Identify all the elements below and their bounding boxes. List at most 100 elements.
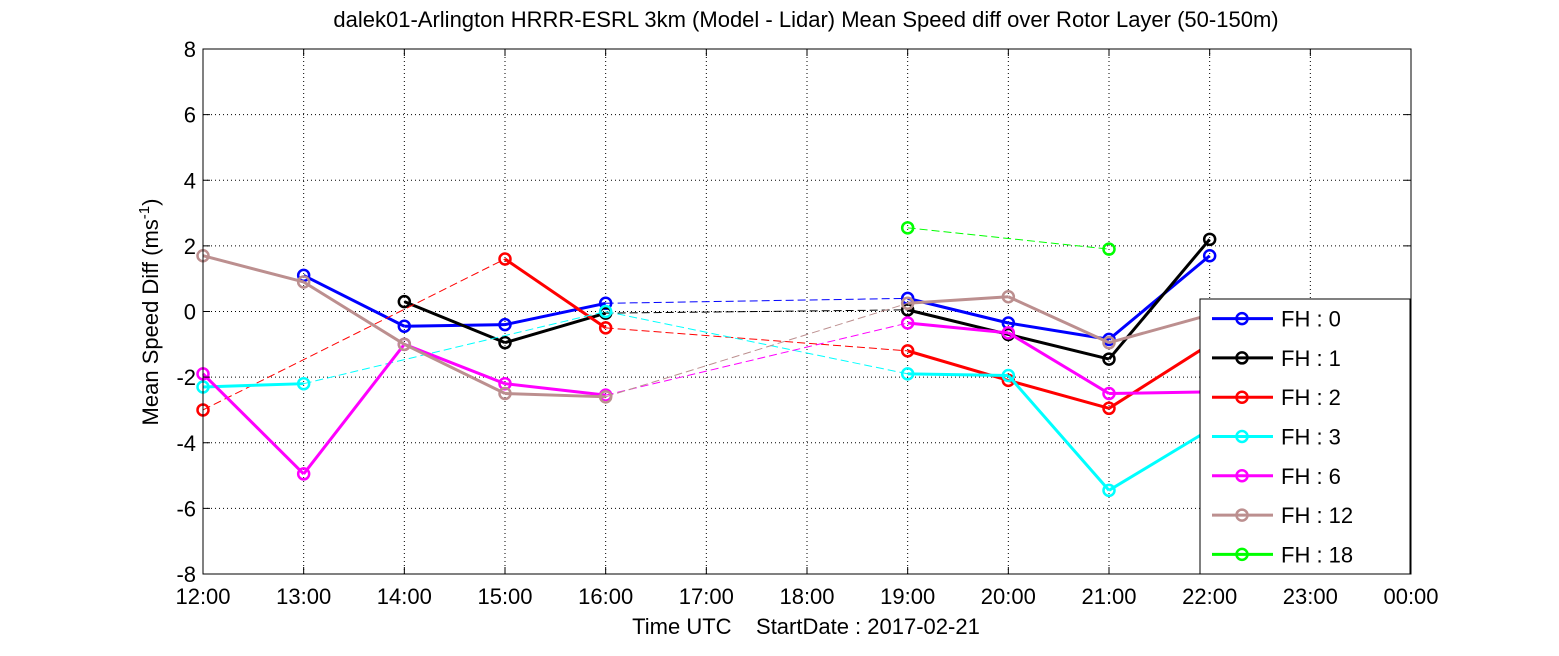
data-point <box>900 221 915 235</box>
y-tick-labels: -8 -6 -4 -2 0 2 4 6 8 <box>176 37 196 587</box>
x-axis-label: Time UTC StartDate : 2017-02-21 <box>632 614 980 639</box>
series-gap-segment <box>605 309 908 314</box>
data-point <box>397 337 412 352</box>
y-tick-label: 0 <box>184 300 196 325</box>
legend-item: FH : 12 <box>1212 503 1353 528</box>
series-segment <box>1108 428 1211 492</box>
x-tick-label: 16:00 <box>578 584 633 609</box>
series-gap-segment <box>605 311 908 375</box>
series-segment <box>907 372 1009 377</box>
data-point <box>1102 386 1116 401</box>
data-point <box>498 335 512 350</box>
series-segment <box>202 382 304 389</box>
x-tick-label: 13:00 <box>276 584 331 609</box>
data-point <box>1001 326 1016 340</box>
data-point <box>1202 232 1217 247</box>
x-tick-label: 23:00 <box>1283 584 1338 609</box>
series-3 <box>196 304 1217 498</box>
y-axis-label-end: ) <box>138 199 163 206</box>
series-segment <box>1007 333 1110 361</box>
data-point <box>598 321 613 335</box>
series-segment <box>302 343 406 475</box>
chart-title: dalek01-Arlington HRRR-ESRL 3km (Model -… <box>333 7 1278 32</box>
grid <box>203 49 1411 574</box>
legend-marker <box>1235 311 1249 326</box>
data-point <box>296 275 311 289</box>
series-segment <box>202 254 305 284</box>
legend-label: FH : 18 <box>1281 542 1353 567</box>
data-point <box>900 303 915 317</box>
series-4 <box>196 316 1217 481</box>
data-point <box>900 344 915 358</box>
series-gap-segment <box>605 297 908 304</box>
x-tick-label: 14:00 <box>377 584 432 609</box>
series-segment <box>504 382 606 397</box>
series-segment <box>1108 313 1211 345</box>
legend-marker <box>1235 429 1249 444</box>
series-segment <box>1108 390 1210 396</box>
x-tick-label: 22:00 <box>1182 584 1237 609</box>
series-segment <box>403 342 506 395</box>
series-gap-segment <box>605 327 908 352</box>
legend-label: FH : 12 <box>1281 503 1353 528</box>
data-point <box>397 319 412 334</box>
y-tick-label: -2 <box>176 365 196 390</box>
data-point <box>1001 289 1016 304</box>
legend-item: FH : 18 <box>1212 542 1353 567</box>
series-gap-segment <box>605 302 908 398</box>
series-segment <box>1007 331 1110 395</box>
series-segment <box>201 372 305 475</box>
series-5 <box>196 248 1217 404</box>
legend-item: FH : 6 <box>1212 464 1341 489</box>
data-point <box>900 316 915 330</box>
series-segment <box>404 323 506 328</box>
y-axis-label-main: Mean Speed Diff (ms <box>138 219 163 425</box>
x-tick-label: 20:00 <box>981 584 1036 609</box>
x-tick-label: 18:00 <box>779 584 834 609</box>
data-point <box>900 367 915 381</box>
data-point <box>1102 483 1116 498</box>
legend-item: FH : 3 <box>1212 425 1341 450</box>
data-point <box>296 376 311 391</box>
series-segment <box>403 300 506 345</box>
legend-label: FH : 1 <box>1281 346 1341 371</box>
series-gap-segment <box>303 311 606 385</box>
data-point <box>498 386 512 401</box>
y-axis-label-sup: -1 <box>136 206 153 219</box>
legend-item: FH : 0 <box>1212 307 1341 332</box>
legend-marker <box>1235 390 1249 404</box>
series-segment <box>1108 343 1211 410</box>
legend-marker <box>1235 469 1249 483</box>
y-tick-label: 4 <box>184 168 196 193</box>
plot-series <box>196 221 1217 498</box>
x-tick-label: 17:00 <box>679 584 734 609</box>
legend-label: FH : 0 <box>1281 307 1341 332</box>
y-tick-label: 8 <box>184 37 196 62</box>
data-point <box>1001 368 1016 383</box>
legend-item: FH : 2 <box>1212 385 1341 410</box>
data-point <box>900 296 915 311</box>
series-segment <box>907 295 1009 305</box>
data-point <box>296 467 311 481</box>
data-point <box>598 304 613 319</box>
data-point <box>498 317 512 332</box>
y-tick-label: 2 <box>184 234 196 259</box>
legend-label: FH : 6 <box>1281 464 1341 489</box>
y-axis-label: Mean Speed Diff (ms-1) <box>136 199 163 426</box>
x-tick-label: 00:00 <box>1383 584 1438 609</box>
legend: FH : 0 FH : 1 FH : 2 FH : 3 FH : 6 FH : 12 FH … <box>1199 298 1411 575</box>
x-tick-label: 15:00 <box>477 584 532 609</box>
data-point <box>1202 248 1217 263</box>
x-tick-labels: 12:00 13:00 14:00 15:00 16:00 17:00 18:00 19:00… <box>175 584 1438 609</box>
data-point <box>1102 242 1116 256</box>
series-segment <box>907 321 1009 335</box>
legend-item: FH : 1 <box>1212 346 1341 371</box>
series-segment <box>504 301 606 327</box>
series-segment <box>504 257 607 330</box>
data-point <box>397 294 412 309</box>
series-segment <box>302 280 406 346</box>
x-tick-label: 21:00 <box>1081 584 1136 609</box>
y-tick-label: -8 <box>176 562 196 587</box>
data-point <box>598 390 613 404</box>
data-point <box>1102 352 1116 366</box>
